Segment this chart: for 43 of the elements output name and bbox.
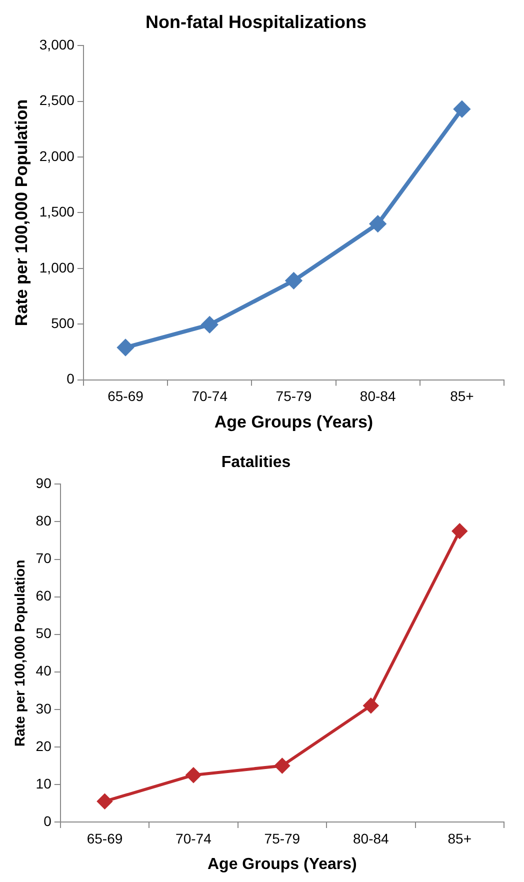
point (117, 339, 134, 356)
point (97, 794, 112, 809)
point (202, 316, 218, 333)
y-tick-label: 60 (36, 588, 52, 604)
x-tick-label: 75-79 (276, 388, 312, 404)
x-tick-label: 80-84 (353, 830, 390, 846)
y-tick-label: 2,500 (39, 92, 75, 108)
x-tick-label: 70-74 (176, 830, 212, 846)
point (286, 272, 302, 289)
x-tick-label: 80-84 (360, 388, 396, 404)
point (370, 216, 386, 232)
y-tick-label: 20 (36, 738, 52, 754)
point (452, 524, 468, 539)
y-tick-label: 3,000 (39, 36, 75, 52)
y-axis-title: Rate per 100,000 Population (11, 560, 28, 746)
y-tick-label: 1,000 (39, 259, 75, 276)
x-tick-label: 75-79 (264, 830, 300, 846)
x-tick-label: 65-69 (108, 388, 144, 404)
x-tick-label: 65-69 (86, 830, 123, 846)
y-tick-label: 30 (36, 700, 52, 716)
point (363, 698, 378, 714)
point (274, 758, 290, 774)
point (454, 101, 470, 118)
y-tick-label: 2,000 (39, 148, 75, 164)
chart-title: Non-fatal Hospitalizations (145, 12, 367, 32)
y-tick-label: 10 (36, 775, 52, 792)
y-tick-label: 50 (36, 625, 52, 642)
y-tick-label: 80 (36, 512, 52, 529)
y-tick-label: 1,500 (39, 204, 75, 220)
x-tick-label: 85+ (450, 388, 474, 404)
y-tick-label: 40 (36, 662, 52, 679)
point (186, 768, 201, 783)
x-axis-title: Age Groups (Years) (214, 412, 374, 432)
y-tick-label: 90 (36, 475, 52, 492)
x-tick-label: 70-74 (192, 388, 228, 404)
y-tick-label: 500 (51, 314, 75, 331)
y-tick-label: 70 (36, 550, 52, 566)
chart-title: Fatalities (221, 454, 291, 472)
x-axis-title: Age Groups (Years) (208, 856, 357, 873)
x-tick-label: 85+ (448, 830, 472, 846)
y-tick-label: 0 (44, 812, 52, 829)
y-tick-label: 0 (66, 370, 75, 387)
y-axis-title: Rate per 100,000 Population (12, 99, 31, 326)
